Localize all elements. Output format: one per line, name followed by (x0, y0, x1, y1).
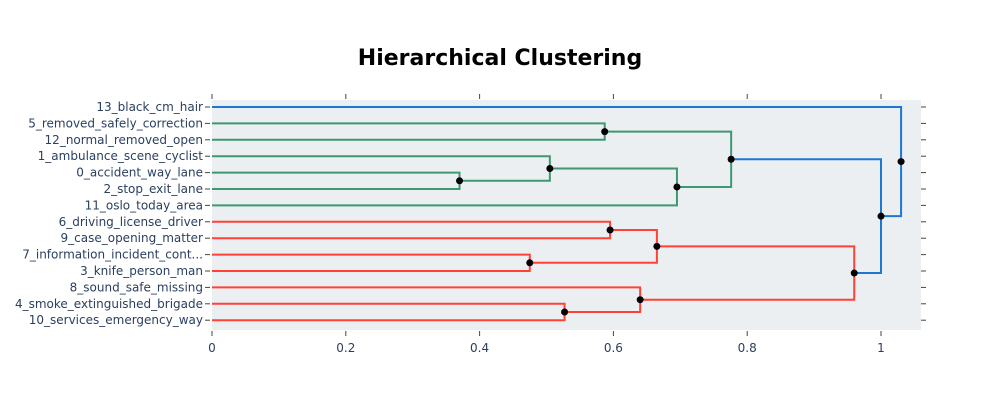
leaf-label: 0_accident_way_lane (76, 166, 203, 180)
leaf-label: 9_case_opening_matter (61, 231, 204, 245)
leaf-label: 7_information_incident_cont... (22, 248, 203, 262)
leaf-label: 11_oslo_today_area (85, 198, 203, 212)
y-axis-leaf-labels: 13_black_cm_hair 5_removed_safely_correct… (15, 100, 926, 327)
x-tick-label: 0.4 (470, 341, 489, 355)
merge-node-m9 (636, 296, 644, 304)
x-tick-label: 0 (208, 341, 216, 355)
leaf-label: 13_black_cm_hair (96, 100, 203, 114)
chart-title: Hierarchical Clustering (358, 46, 642, 71)
plot-background (212, 100, 921, 330)
merge-node-m6 (526, 259, 534, 267)
leaf-label: 4_smoke_extinguished_brigade (15, 297, 203, 311)
merge-node-m3 (601, 128, 609, 136)
leaf-label: 10_services_emergency_way (29, 313, 203, 327)
merge-node-m4 (673, 183, 681, 191)
merge-node-m8 (606, 226, 614, 234)
dendrogram-nodes (456, 128, 905, 316)
merge-node-m7 (561, 308, 569, 316)
leaf-label: 5_removed_safely_correction (28, 116, 203, 130)
merge-node-m11 (850, 269, 858, 277)
leaf-label: 6_driving_license_driver (59, 215, 203, 229)
merge-node-m5 (727, 155, 735, 163)
merge-node-m10 (653, 242, 661, 250)
leaf-label: 3_knife_person_man (80, 264, 203, 278)
x-tick-label: 0.8 (738, 341, 757, 355)
x-tick-label: 1 (877, 341, 885, 355)
leaf-label: 8_sound_safe_missing (70, 280, 203, 294)
x-tick-label: 0.6 (604, 341, 623, 355)
merge-node-m12 (877, 212, 885, 220)
merge-node-m13 (897, 158, 905, 166)
merge-node-m2 (546, 165, 554, 172)
x-tick-label: 0.2 (336, 341, 355, 355)
merge-node-m1 (456, 177, 464, 185)
leaf-label: 12_normal_removed_open (45, 133, 203, 147)
leaf-label: 2_stop_exit_lane (103, 182, 203, 196)
x-axis: 0 0.2 0.4 0.6 0.8 1 (208, 94, 885, 355)
leaf-label: 1_ambulance_scene_cyclist (38, 149, 204, 163)
